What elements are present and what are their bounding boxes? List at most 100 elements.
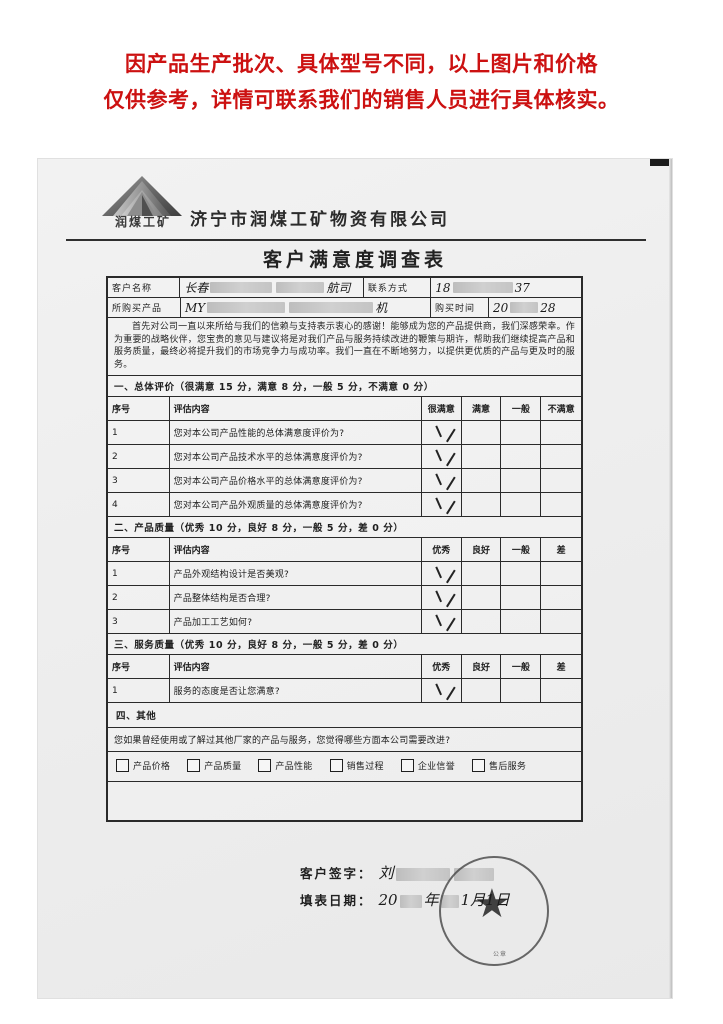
checkbox-option-price[interactable]: 产品价格 [116, 759, 170, 772]
section-title-other: 四、其他 [116, 711, 157, 722]
rating-cell[interactable] [462, 586, 502, 609]
rating-cell[interactable] [422, 586, 462, 609]
table-row: 2 产品整体结构是否合理? [108, 586, 581, 610]
rating-cell[interactable] [541, 679, 581, 702]
row-item: 您对本公司产品性能的总体满意度评价为? [170, 421, 422, 444]
checkbox-label: 企业信誉 [417, 762, 456, 772]
improvement-options-row: 产品价格 产品质量 产品性能 销售过程 企业信誉 [108, 752, 581, 782]
table-row: 1 您对本公司产品性能的总体满意度评价为? [108, 421, 581, 445]
rating-cell[interactable] [462, 421, 502, 444]
field-value-purchase-date[interactable]: 20 28 [493, 300, 556, 315]
checkbox-option-reputation[interactable]: 企业信誉 [400, 759, 456, 772]
company-seal-stamp: 公章 [439, 856, 549, 966]
rating-cell[interactable] [541, 610, 581, 633]
rating-cell[interactable] [501, 610, 542, 633]
row-no: 1 [108, 679, 170, 702]
rating-cell[interactable] [422, 493, 462, 516]
col-header-opt-1: 很满意 [422, 397, 462, 420]
rating-cell[interactable] [422, 421, 462, 444]
col-header-opt-2: 满意 [462, 397, 502, 420]
row-item: 您对本公司产品价格水平的总体满意度评价为? [170, 469, 422, 492]
rating-cell[interactable] [501, 586, 542, 609]
checkbox-option-after-sales[interactable]: 售后服务 [472, 759, 526, 772]
row-item: 您对本公司产品外观质量的总体满意度评价为? [170, 493, 422, 516]
checkbox-label: 产品性能 [275, 762, 313, 772]
section-title-row: 一、总体评价（很满意 15 分，满意 8 分，一般 5 分，不满意 0 分） [108, 376, 581, 397]
rating-cell[interactable] [541, 493, 581, 516]
rating-cell[interactable] [422, 445, 462, 468]
checkbox-label: 产品价格 [133, 762, 171, 772]
col-header-opt-3: 一般 [501, 655, 542, 678]
col-header-no: 序号 [108, 655, 170, 678]
survey-form: 客户名称 长春 航司 联系方式 18 37 所购买产品 MY 机 购买时间 20 28 … [106, 276, 583, 822]
rating-cell[interactable] [422, 469, 462, 492]
field-value-customer-name[interactable]: 长春 航司 [180, 278, 364, 297]
row-no: 3 [108, 610, 170, 633]
section-title-row: 四、其他 [108, 703, 581, 728]
rating-cell[interactable] [422, 610, 462, 633]
checkbox-option-sales-process[interactable]: 销售过程 [329, 759, 384, 772]
col-header-opt-1: 优秀 [422, 538, 462, 561]
rating-cell[interactable] [462, 610, 502, 633]
checkbox-icon[interactable] [258, 759, 272, 772]
scanned-document: 润煤工矿 济宁市润煤工矿物资有限公司 客户满意度调查表 客户名称 长春 航司 联系… [38, 159, 672, 998]
disclaimer-banner: 因产品生产批次、具体型号不同，以上图片和价格 仅供参考，详情可联系我们的销售人员… [0, 46, 723, 118]
rating-cell[interactable] [501, 493, 542, 516]
rating-cell[interactable] [462, 562, 502, 585]
checkbox-option-performance[interactable]: 产品性能 [258, 759, 312, 772]
section-title-product-quality: 二、产品质量（优秀 10 分，良好 8 分，一般 5 分，差 0 分） [108, 517, 581, 537]
row-no: 2 [108, 586, 170, 609]
field-value-contact[interactable]: 18 37 [435, 280, 530, 295]
rating-cell[interactable] [462, 469, 502, 492]
checkmark-icon [428, 683, 454, 699]
checkbox-label: 产品质量 [204, 762, 242, 772]
rating-cell[interactable] [541, 586, 581, 609]
checkbox-icon[interactable] [329, 759, 343, 772]
section-title-service-quality: 三、服务质量（优秀 10 分，良好 8 分，一般 5 分，差 0 分） [108, 634, 581, 654]
rating-cell[interactable] [541, 421, 581, 444]
rating-cell[interactable] [541, 445, 581, 468]
intro-row: 首先对公司一直以来所给与我们的信赖与支持表示衷心的感谢！能够成为您的产品提供商，… [108, 318, 581, 376]
section-title-row: 二、产品质量（优秀 10 分，良好 8 分，一般 5 分，差 0 分） [108, 517, 581, 538]
other-question: 您如果曾经使用或了解过其他厂家的产品与服务，您觉得哪些方面本公司需要改进? [114, 736, 451, 746]
disclaimer-line-1: 因产品生产批次、具体型号不同，以上图片和价格 [125, 52, 598, 76]
checkmark-icon [428, 449, 454, 465]
col-header-opt-4: 差 [556, 546, 566, 556]
rating-cell[interactable] [462, 679, 502, 702]
row-no: 1 [108, 421, 170, 444]
rating-cell[interactable] [501, 421, 542, 444]
row-no: 1 [108, 562, 170, 585]
rating-cell[interactable] [422, 679, 462, 702]
rating-cell[interactable] [541, 469, 581, 492]
rating-cell[interactable] [462, 445, 502, 468]
col-header-opt-2: 良好 [462, 538, 502, 561]
intro-paragraph: 首先对公司一直以来所给与我们的信赖与支持表示衷心的感谢！能够成为您的产品提供商，… [108, 318, 581, 375]
rating-cell[interactable] [501, 562, 542, 585]
table-row: 3 您对本公司产品价格水平的总体满意度评价为? [108, 469, 581, 493]
table-row: 所购买产品 MY 机 购买时间 20 28 [108, 298, 581, 318]
checkbox-icon[interactable] [472, 759, 486, 772]
checkbox-icon[interactable] [187, 759, 201, 772]
rating-cell[interactable] [501, 679, 542, 702]
blank-row [108, 782, 581, 820]
table-header-row: 序号 评估内容 优秀 良好 一般 差 [108, 655, 581, 679]
checkmark-icon [428, 473, 454, 489]
section-title-row: 三、服务质量（优秀 10 分，良好 8 分，一般 5 分，差 0 分） [108, 634, 581, 655]
col-header-opt-3: 一般 [501, 538, 542, 561]
intro-text: 首先对公司一直以来所给与我们的信赖与支持表示衷心的感谢！能够成为您的产品提供商，… [114, 322, 575, 370]
field-label-purchase-date: 购买时间 [431, 298, 489, 317]
rating-cell[interactable] [541, 562, 581, 585]
page-title: 客户满意度调查表 [262, 249, 447, 271]
checkbox-icon[interactable] [400, 759, 414, 772]
rating-cell[interactable] [501, 469, 542, 492]
table-row: 1 产品外观结构设计是否美观? [108, 562, 581, 586]
field-value-purchased-product[interactable]: MY 机 [181, 298, 431, 317]
rating-cell[interactable] [422, 562, 462, 585]
rating-cell[interactable] [462, 493, 502, 516]
col-header-opt-4: 差 [556, 663, 566, 673]
checkbox-option-quality[interactable]: 产品质量 [187, 759, 241, 772]
table-row: 客户名称 长春 航司 联系方式 18 37 [108, 278, 581, 298]
checkmark-icon [428, 614, 454, 630]
checkbox-icon[interactable] [116, 759, 129, 772]
rating-cell[interactable] [501, 445, 542, 468]
